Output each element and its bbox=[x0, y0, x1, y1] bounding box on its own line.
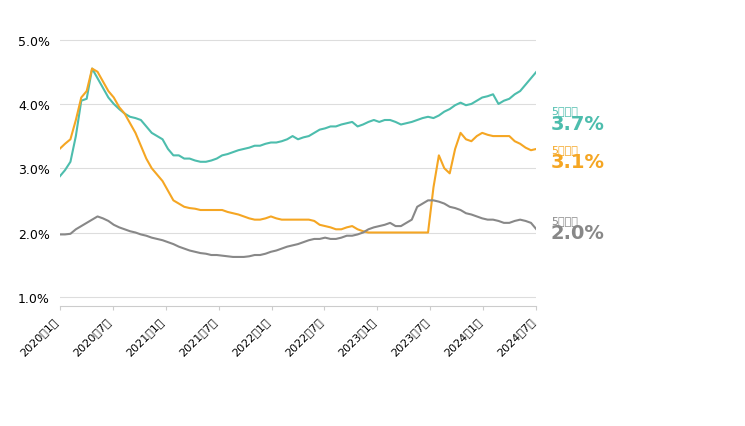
Text: 5年平均: 5年平均 bbox=[551, 215, 577, 225]
Legend: NF・J-REIT ETF, NF・外国REITヘッジ無ETF, NF・TOPIX ETF: NF・J-REIT ETF, NF・外国REITヘッジ無ETF, NF・TOPI… bbox=[65, 421, 531, 426]
Text: 5年平均: 5年平均 bbox=[551, 144, 577, 155]
Text: 5年平均: 5年平均 bbox=[551, 106, 577, 116]
Text: 3.1%: 3.1% bbox=[551, 153, 605, 172]
Text: 3.7%: 3.7% bbox=[551, 115, 605, 133]
Text: 2.0%: 2.0% bbox=[551, 224, 605, 242]
